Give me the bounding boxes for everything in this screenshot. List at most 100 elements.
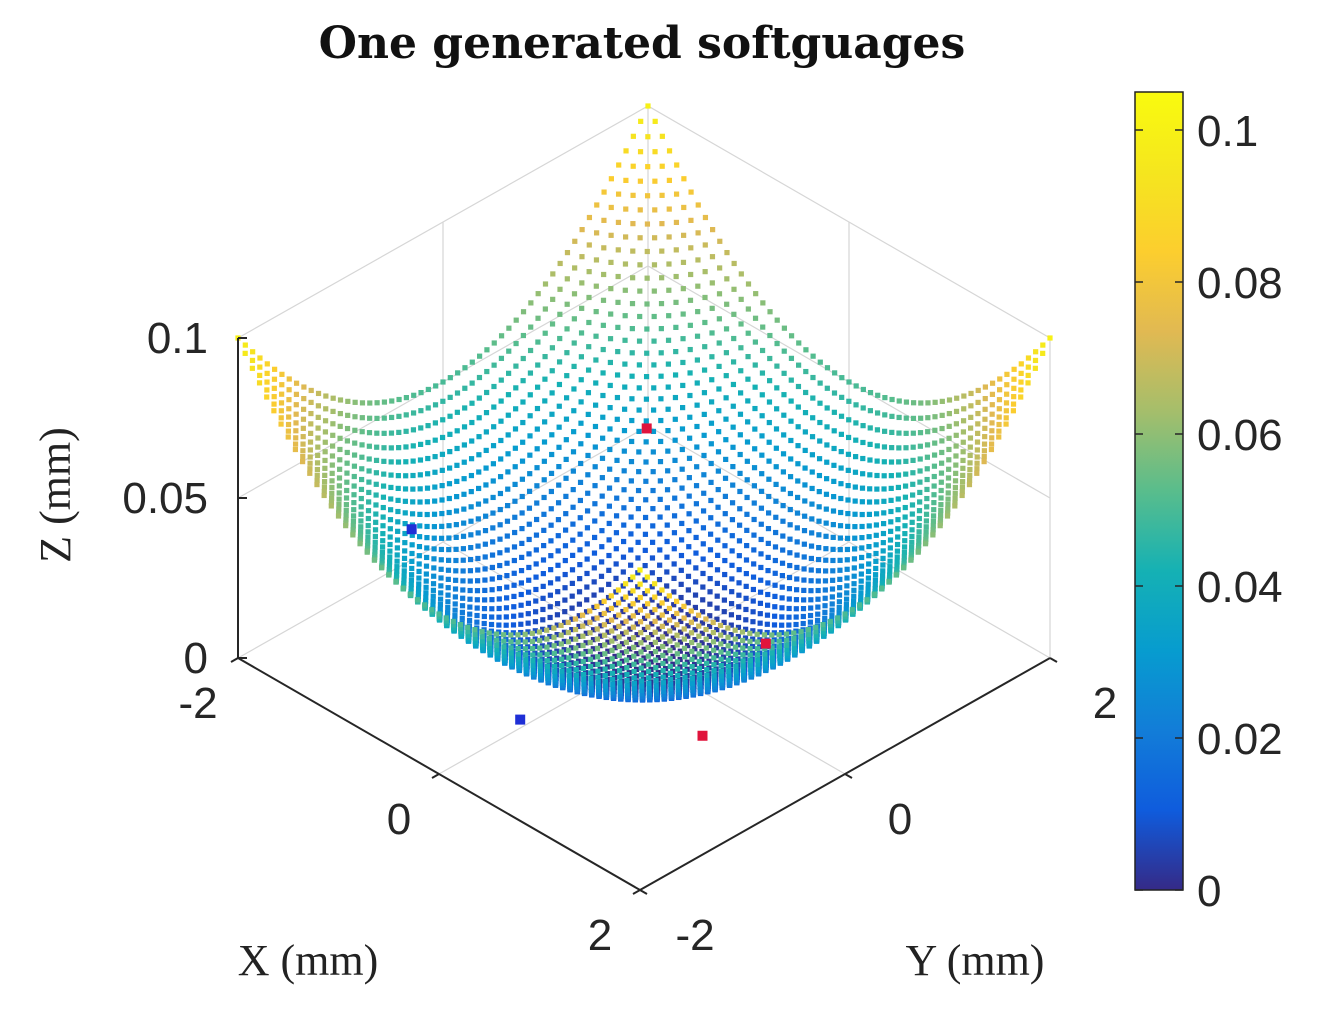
surface-point: [810, 415, 816, 421]
surface-point: [806, 638, 812, 645]
surface-point: [585, 432, 591, 438]
surface-point: [401, 555, 408, 561]
surface-point: [759, 347, 766, 354]
surface-point: [646, 675, 652, 681]
surface-point: [365, 543, 371, 549]
surface-point: [823, 557, 829, 563]
surface-point: [629, 417, 635, 424]
surface-point: [358, 504, 364, 510]
surface-point: [839, 394, 845, 400]
surface-point: [462, 405, 468, 411]
surface-point: [526, 521, 532, 527]
surface-point: [458, 629, 464, 635]
surface-point: [695, 230, 701, 236]
surface-point: [594, 626, 600, 632]
surface-point: [909, 544, 915, 550]
surface-point: [873, 532, 879, 538]
surface-point: [716, 291, 723, 297]
surface-point: [838, 509, 844, 516]
surface-point: [569, 580, 575, 586]
surface-point: [975, 399, 981, 406]
surface-point: [667, 638, 673, 644]
surface-point: [677, 656, 683, 663]
surface-point: [372, 527, 379, 533]
surface-point: [371, 557, 377, 563]
surface-point: [762, 660, 768, 666]
surface-point: [802, 513, 808, 519]
surface-point: [292, 446, 299, 453]
surface-point: [859, 535, 865, 541]
surface-point: [668, 689, 674, 695]
surface-point: [636, 385, 642, 391]
surface-point: [357, 533, 364, 539]
surface-point: [974, 470, 980, 476]
surface-point: [394, 545, 400, 551]
surface-point: [498, 456, 504, 462]
surface-point: [520, 378, 526, 384]
surface-point: [902, 504, 908, 511]
surface-point: [621, 522, 627, 528]
surface-point: [581, 684, 587, 691]
surface-point: [549, 345, 555, 351]
surface-point: [708, 460, 714, 467]
surface-point: [772, 570, 778, 576]
surface-point: [645, 164, 651, 170]
surface-point: [541, 439, 548, 445]
surface-point: [866, 534, 872, 540]
surface-point: [743, 570, 749, 577]
surface-point: [285, 428, 291, 434]
surface-point: [460, 533, 467, 539]
surface-point: [373, 492, 379, 498]
surface-point: [584, 570, 590, 577]
surface-point: [831, 390, 838, 396]
surface-point: [831, 428, 837, 434]
surface-point: [402, 540, 408, 546]
surface-point: [322, 429, 329, 435]
surface-point: [300, 434, 306, 440]
surface-point: [740, 637, 746, 644]
surface-point: [593, 309, 599, 315]
surface-point: [649, 570, 655, 576]
surface-point: [307, 460, 313, 466]
surface-point: [711, 681, 718, 687]
surface-point: [469, 380, 475, 386]
surface-point: [547, 624, 553, 631]
surface-point: [666, 148, 673, 154]
surface-point: [380, 514, 386, 520]
surface-point: [452, 586, 459, 592]
surface-point: [486, 635, 492, 642]
surface-point: [852, 535, 858, 541]
surface-point: [554, 632, 560, 638]
surface-point: [549, 321, 556, 327]
surface-point: [598, 600, 604, 606]
surface-point: [663, 596, 670, 602]
x-tick-label: 2: [588, 911, 612, 960]
surface-point: [805, 631, 812, 637]
surface-point: [617, 684, 623, 691]
surface-point: [917, 499, 923, 505]
surface-point: [660, 684, 667, 691]
surface-point: [365, 539, 371, 545]
surface-point: [910, 415, 917, 421]
surface-point: [816, 518, 822, 524]
surface-point: [439, 510, 445, 517]
surface-point: [1011, 366, 1017, 372]
surface-point: [751, 500, 757, 506]
surface-point: [631, 653, 637, 659]
surface-point: [322, 465, 328, 471]
surface-point: [566, 677, 572, 683]
surface-point: [748, 666, 754, 672]
surface-point: [359, 442, 365, 448]
surface-point: [552, 668, 558, 674]
surface-point: [482, 554, 488, 560]
surface-point: [664, 583, 670, 589]
surface-point: [417, 523, 423, 529]
surface-point: [702, 294, 708, 301]
surface-point: [810, 353, 816, 359]
surface-point: [423, 578, 429, 584]
surface-point: [607, 359, 613, 366]
surface-point: [859, 485, 866, 491]
surface-point: [924, 476, 930, 483]
surface-point: [328, 499, 335, 506]
surface-point: [830, 508, 837, 514]
